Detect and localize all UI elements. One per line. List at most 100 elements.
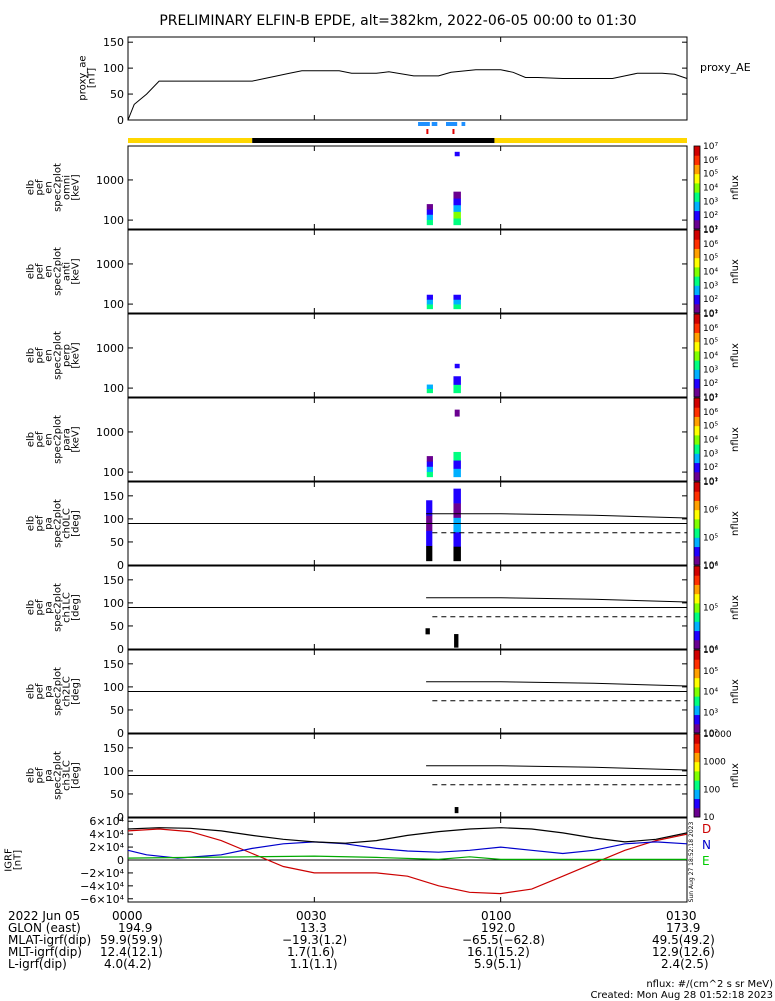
colorbar-segment (694, 462, 700, 473)
colorbar-segment (694, 612, 700, 622)
y-tick-label: 0 (117, 727, 124, 740)
y-tick-label: 1000 (96, 342, 124, 355)
colorbar-tick-label: 10000 (703, 730, 732, 740)
colorbar-tick-label: 10² (703, 729, 718, 739)
orbit-value: 49.5(49.2) (652, 933, 715, 947)
axis-label-line: [deg] (71, 678, 82, 705)
colorbar-segment (694, 602, 700, 613)
colorbar-tick-label: 10⁶ (703, 646, 718, 656)
spectrogram-burst (454, 634, 459, 648)
colorbar-label: nflux (730, 763, 741, 788)
axis-label-line: pef (35, 347, 46, 364)
y-tick-label: 0 (117, 114, 124, 127)
axis-label-line: [keV] (71, 426, 82, 452)
colorbar-label: nflux (730, 511, 741, 536)
igrf-legend-label: D (702, 822, 711, 836)
spectrogram-frame (127, 313, 688, 398)
colorbar-tick-label: 10⁵ (703, 254, 718, 264)
colorbar-segment (694, 444, 700, 454)
axis-label-line: IGRF (4, 848, 15, 872)
proxy-ae-ylabel: proxy_ae[nT] (78, 55, 98, 100)
colorbar-segment (694, 659, 700, 669)
colorbar-frame (693, 649, 701, 734)
colorbar-segment (694, 677, 700, 688)
axis-label-line: ch0LC (62, 508, 73, 539)
y-tick-label: 150 (103, 36, 124, 49)
colorbar-segment (694, 686, 700, 697)
axis-label-line: [keV] (71, 258, 82, 284)
colorbar-tick-label: 10¹ (703, 309, 718, 319)
colorbar-segment (694, 434, 700, 445)
vertical-stamp: Sun Aug 27 18:52:18 2023 (688, 822, 695, 903)
colorbar-segment (694, 482, 700, 492)
colorbar-tick-label: 10² (703, 211, 718, 221)
science-zone-marker (446, 122, 458, 126)
spectrogram-burst (453, 468, 461, 478)
y-tick-label: 100 (103, 62, 124, 75)
created-stamp: Created: Mon Aug 28 01:52:18 2023 (590, 990, 773, 1001)
colorbar-segment (694, 509, 700, 520)
spectrogram-burst (454, 409, 460, 417)
colorbar-tick-label: 10⁶ (703, 324, 718, 334)
colorbar-frame (693, 565, 701, 650)
spectrogram-burst (426, 471, 433, 478)
colorbar-segment (694, 770, 700, 781)
colorbar-segment (694, 239, 700, 249)
colorbar-tick-label: 10⁵ (703, 533, 718, 543)
axis-label-line: [deg] (71, 594, 82, 621)
axis-label-line: elb (26, 768, 37, 783)
colorbar-tick-label: 10² (703, 379, 718, 389)
y-tick-label: 1000 (96, 426, 124, 439)
colorbar-frame (693, 145, 701, 230)
colorbar-segment (694, 314, 700, 324)
colorbar-segment (694, 566, 700, 576)
colorbar-segment (694, 528, 700, 538)
conjunction-marker (426, 129, 429, 134)
y-tick-label: 50 (110, 536, 124, 549)
spectrogram-burst (453, 517, 461, 533)
colorbar-segment (694, 780, 700, 790)
orbit-value: 13.3 (300, 921, 327, 935)
colorbar-label: nflux (730, 679, 741, 704)
colorbar-tick-label: 10¹ (703, 393, 718, 403)
colorbar-label: nflux (730, 259, 741, 284)
y-tick-label: 150 (103, 574, 124, 587)
axis-label-line: pef (35, 179, 46, 196)
time-tick-label: 0130 (666, 909, 697, 923)
axis-label-line: spec2plot (53, 583, 64, 632)
axis-label-line: en (44, 265, 55, 278)
colorbar-frame (693, 313, 701, 398)
science-zone-marker (418, 122, 430, 126)
colorbar-segment (694, 807, 700, 818)
spectrogram-burst (453, 211, 461, 219)
y-tick-label: 50 (110, 704, 124, 717)
y-tick-label: 1000 (96, 258, 124, 271)
colorbar-segment (694, 360, 700, 370)
spectrogram-burst (426, 384, 433, 389)
colorbar-tick-label: 10⁷ (703, 394, 718, 404)
colorbar-segment (694, 201, 700, 212)
colorbar-segment (694, 155, 700, 165)
axis-label-line: elb (26, 264, 37, 279)
colorbar-segment (694, 407, 700, 417)
y-tick-label: 0 (117, 854, 124, 867)
colorbar-tick-label: 10³ (703, 708, 718, 718)
colorbar-segment (694, 593, 700, 604)
proxy-ae-line (127, 69, 688, 121)
y-tick-label: 100 (103, 681, 124, 694)
colorbar-segment (694, 303, 700, 314)
colorbar-tick-label: 10¹ (703, 477, 718, 487)
colorbar-segment (694, 555, 700, 566)
colorbar-segment (694, 164, 700, 175)
orbit-value: 173.9 (666, 921, 701, 935)
axis-label-line: [keV] (71, 174, 82, 200)
igrf-line (127, 855, 687, 861)
y-tick-label: 50 (110, 788, 124, 801)
colorbar-segment (694, 723, 700, 734)
colorbar-segment (694, 341, 700, 352)
spectrogram-burst (453, 304, 461, 310)
spectrogram-burst (426, 299, 433, 305)
sunlit-bar (128, 138, 253, 143)
